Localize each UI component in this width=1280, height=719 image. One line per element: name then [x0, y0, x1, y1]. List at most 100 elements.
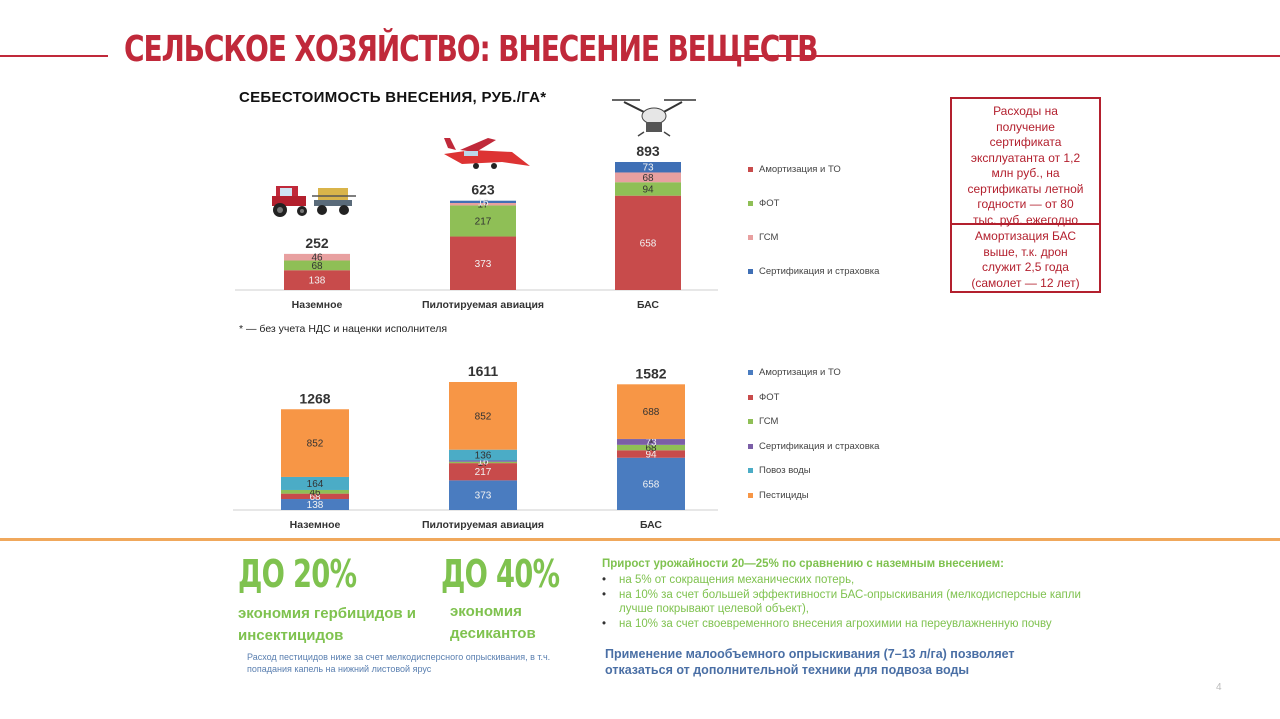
category-label: Пилотируемая авиация	[422, 519, 544, 531]
segment-label: 16	[477, 197, 489, 208]
bar-segment	[450, 236, 516, 290]
segment-label: 68	[645, 443, 657, 454]
bar-total-label: 1611	[468, 363, 499, 379]
legend-label: Повоз воды	[759, 465, 811, 476]
desiccant-savings-label: экономия десикантов	[450, 603, 536, 642]
segment-label: 73	[642, 163, 654, 174]
segment-label: 658	[643, 479, 660, 490]
segment-label: 16	[477, 457, 489, 468]
segment-label: 136	[475, 451, 492, 462]
page-number: 4	[1216, 682, 1222, 693]
bar-total-label: 623	[471, 182, 495, 198]
title-rule-left	[0, 55, 108, 57]
bar-segment	[617, 457, 685, 510]
legend-label: Сертификация и страховка	[759, 266, 880, 277]
yield-item: на 10% за счет большей эффективности БАС…	[602, 588, 1112, 617]
section-divider	[0, 538, 1280, 541]
segment-label: 373	[475, 491, 492, 502]
legend-label: ГСМ	[759, 416, 779, 427]
legend-item: Пестициды	[748, 489, 883, 502]
segment-label: 1	[648, 435, 654, 446]
segment-label: 688	[643, 407, 660, 418]
legend-label: Амортизация и ТО	[759, 164, 841, 175]
segment-label: 68	[311, 261, 323, 272]
bar-segment	[281, 499, 349, 510]
legend-item: ФОТ	[748, 197, 883, 210]
segment-label: 73	[645, 437, 657, 448]
legend-item: Сертификация и страховка	[748, 440, 883, 453]
category-label: Наземное	[290, 519, 341, 531]
bar-segment	[617, 450, 685, 458]
legend-item: Сертификация и страховка	[748, 265, 883, 278]
segment-label: 46	[309, 487, 321, 498]
bar-segment	[284, 270, 350, 290]
bar-segment	[450, 202, 516, 206]
bar-segment	[449, 480, 517, 510]
segment-label: 373	[475, 259, 492, 270]
bar-segment	[449, 449, 517, 461]
bar-segment	[284, 260, 350, 271]
legend-swatch	[748, 201, 753, 206]
bar-segment	[615, 162, 681, 173]
legend-item: Амортизация и ТО	[748, 366, 883, 379]
herbicide-savings-label: экономия гербицидов и инсектицидов	[238, 605, 416, 644]
legend-item: ФОТ	[748, 391, 883, 404]
legend-swatch	[748, 468, 753, 473]
bar-segment	[281, 489, 349, 494]
bar-segment	[281, 493, 349, 500]
low-volume-note: Применение малообъемного опрыскивания (7…	[605, 647, 1015, 677]
legend-item: ГСМ	[748, 231, 883, 244]
segment-label: 94	[645, 449, 657, 460]
legend-swatch	[748, 269, 753, 274]
segment-label: 138	[307, 500, 324, 511]
segment-label: 852	[475, 411, 492, 422]
legend-label: Пестициды	[759, 489, 809, 501]
segment-label: 217	[475, 467, 492, 478]
segment-label: 68	[309, 492, 321, 503]
category-label: БАС	[637, 299, 659, 311]
bar-total-label: 893	[636, 143, 660, 159]
bar-segment	[281, 476, 349, 490]
bar-total-label: 252	[305, 235, 329, 251]
segment-label: 852	[307, 439, 324, 450]
legend-label: ФОТ	[759, 391, 780, 403]
legend-swatch	[748, 419, 753, 424]
legend-swatch	[748, 443, 753, 449]
bar-total-label: 1268	[299, 390, 330, 406]
bar-segment	[284, 253, 350, 261]
chart-title: СЕБЕСТОИМОСТЬ ВНЕСЕНИЯ, РУБ./ГА*	[239, 89, 547, 106]
footnote: * — без учета НДС и наценки исполнителя	[239, 323, 448, 335]
pesticide-note: Расход пестицидов ниже за счет мелкодисп…	[247, 652, 551, 674]
bar-segment	[450, 200, 516, 203]
bar-segment	[449, 461, 517, 464]
legend-swatch	[748, 394, 753, 400]
segment-label: 164	[307, 479, 324, 490]
legend-swatch	[748, 167, 753, 172]
segment-label: 68	[642, 173, 654, 184]
bar-segment	[617, 384, 685, 439]
bar-segment	[450, 205, 516, 237]
legend-item: ГСМ	[748, 415, 883, 428]
legend-swatch	[748, 235, 753, 240]
segment-label: 217	[475, 216, 492, 227]
bar-segment	[281, 409, 349, 477]
bar-segment	[615, 172, 681, 183]
desiccant-savings-value: ДО 40%	[441, 552, 560, 596]
bar-segment	[617, 444, 685, 451]
yield-list: на 5% от сокращения механических потерь,…	[602, 573, 1112, 631]
bar-segment	[449, 382, 517, 450]
bar-total-label: 1582	[635, 365, 666, 381]
segment-label: 138	[309, 276, 326, 287]
legend-label: Амортизация и ТО	[759, 367, 841, 378]
bar-segment	[617, 439, 685, 445]
bar-segment	[449, 463, 517, 481]
legend-label: ФОТ	[759, 198, 780, 209]
legend-item: Повоз воды	[748, 464, 883, 477]
category-label: Наземное	[292, 299, 343, 311]
segment-label: 46	[311, 253, 323, 264]
segment-label: 94	[642, 184, 654, 195]
segment-label: 17	[477, 200, 489, 211]
category-label: БАС	[640, 519, 662, 531]
segment-label: 658	[640, 238, 657, 249]
